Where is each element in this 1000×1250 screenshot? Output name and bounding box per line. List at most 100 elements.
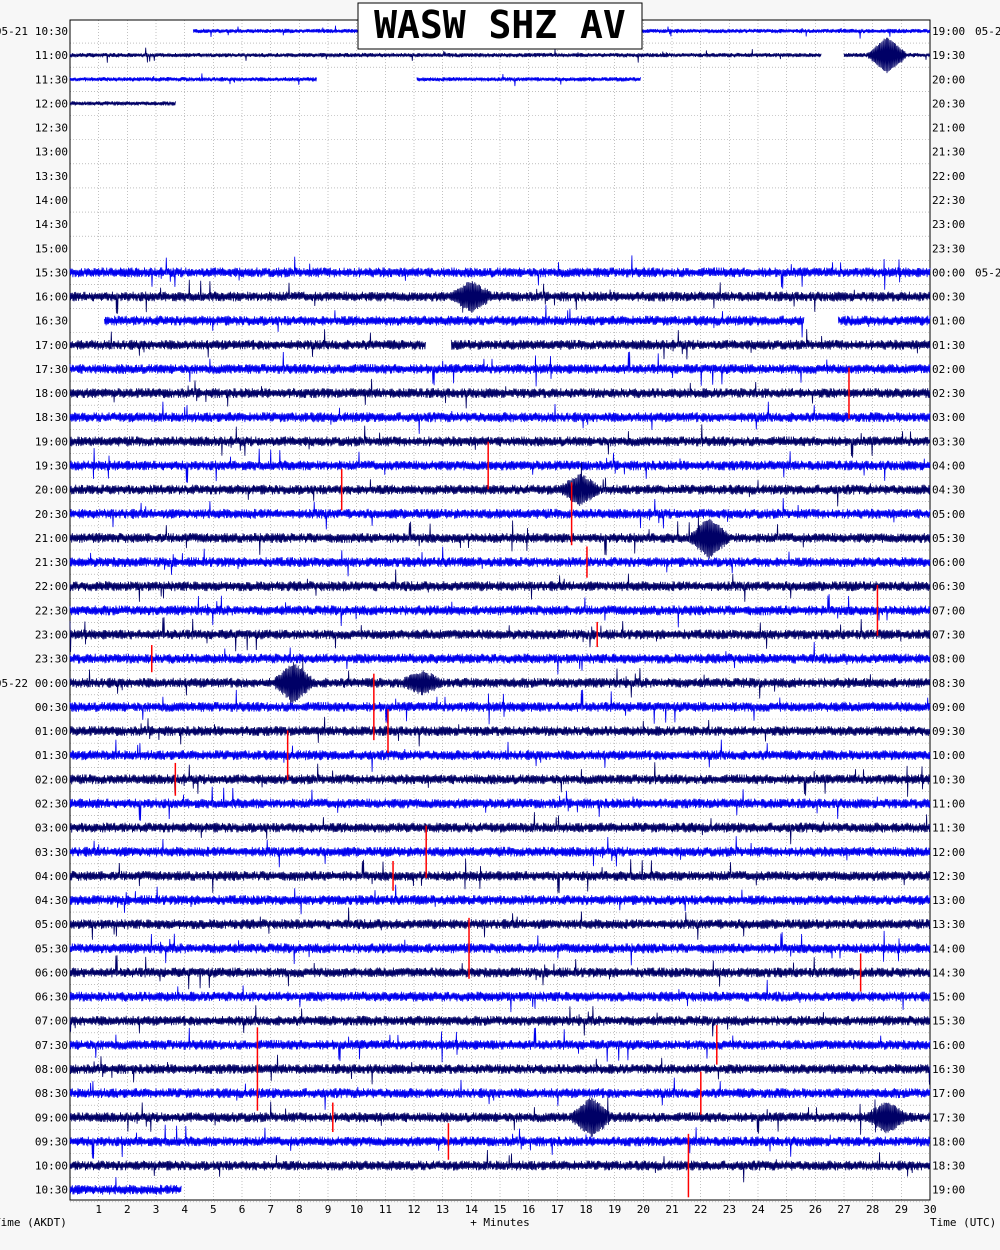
right-time-label: 04:30 — [932, 484, 965, 497]
left-time-label: 19:00 — [35, 435, 68, 448]
trace-row — [69, 739, 931, 772]
left-time-label: 16:00 — [35, 291, 68, 304]
trace-row — [69, 351, 931, 387]
x-tick-label: 5 — [210, 1203, 217, 1216]
right-time-label: 10:30 — [932, 773, 965, 786]
right-time-label: 18:00 — [932, 1135, 965, 1148]
right-time-label: 12:00 — [932, 846, 965, 859]
right-time-label: 16:00 — [932, 1039, 965, 1052]
right-time-label: 15:30 — [932, 1015, 965, 1028]
clipped-marks-layer — [150, 367, 879, 1198]
trace-row — [69, 329, 426, 358]
trace-row — [69, 1077, 931, 1110]
x-tick-label: 24 — [751, 1203, 765, 1216]
right-time-label: 04:00 — [932, 460, 965, 473]
x-tick-label: 12 — [407, 1203, 420, 1216]
x-tick-label: 4 — [181, 1203, 188, 1216]
left-time-label: 02:00 — [35, 773, 68, 786]
x-axis-label: + Minutes — [470, 1216, 530, 1229]
right-time-label: 20:30 — [932, 97, 965, 110]
left-time-label: 05:00 — [35, 918, 68, 931]
right-time-label: 03:30 — [932, 435, 965, 448]
right-time-label: 17:30 — [932, 1111, 965, 1124]
left-time-label: 15:30 — [35, 266, 68, 279]
trace-row — [69, 617, 931, 652]
right-time-label: 11:00 — [932, 797, 965, 810]
trace-row — [69, 424, 931, 458]
left-time-label: 11:00 — [35, 49, 68, 62]
trace-row — [69, 955, 931, 990]
trace-row — [69, 378, 931, 409]
left-time-label: 10:30 — [35, 25, 68, 38]
x-tick-label: 21 — [665, 1203, 678, 1216]
left-time-label: 20:30 — [35, 508, 68, 521]
right-time-label: 02:30 — [932, 387, 965, 400]
trace-row — [69, 762, 931, 797]
left-time-label: 14:30 — [35, 218, 68, 231]
trace-row — [69, 930, 931, 966]
x-tick-label: 18 — [579, 1203, 592, 1216]
left-time-label: 10:30 — [35, 1184, 68, 1197]
right-time-label: 19:30 — [932, 49, 965, 62]
left-time-label: 10:00 — [35, 1160, 68, 1173]
left-time-label: 15:00 — [35, 242, 68, 255]
x-tick-label: 3 — [153, 1203, 160, 1216]
x-tick-label: 1 — [95, 1203, 102, 1216]
trace-row — [69, 255, 931, 290]
x-tick-labels: 1 2 3 4 5 6 7 8 9 10 11 12 13 14 15 16 17 18 19 20 21 22 23 24 2… — [95, 1203, 936, 1216]
trace-row — [69, 1097, 931, 1138]
trace-row — [69, 1124, 931, 1159]
right-time-label: 16:30 — [932, 1063, 965, 1076]
trace-row — [416, 73, 641, 87]
x-tick-label: 26 — [809, 1203, 822, 1216]
left-time-label: 02:30 — [35, 797, 68, 810]
chart-title: WASW SHZ AV — [374, 3, 626, 47]
left-time-label: 18:30 — [35, 411, 68, 424]
left-time-label: 13:30 — [35, 170, 68, 183]
right-time-label: 19:00 — [932, 1184, 965, 1197]
left-time-label: 20:00 — [35, 484, 68, 497]
right-time-label: 21:00 — [932, 122, 965, 135]
right-time-label: 17:00 — [932, 1087, 965, 1100]
right-time-label: 10:00 — [932, 749, 965, 762]
trace-row — [69, 1149, 931, 1183]
right-time-label: 20:00 — [932, 73, 965, 86]
trace-row — [69, 689, 931, 725]
x-tick-label: 17 — [551, 1203, 564, 1216]
trace-row — [69, 1177, 182, 1195]
left-time-label: 23:30 — [35, 653, 68, 666]
trace-row — [69, 498, 931, 530]
trace-row — [69, 812, 931, 845]
title-box — [357, 2, 643, 50]
left-time-label: 08:30 — [35, 1087, 68, 1100]
left-date-label: 05-22 — [0, 677, 28, 690]
trace-row — [69, 462, 931, 507]
trace-row — [69, 884, 931, 915]
x-tick-label: 9 — [325, 1203, 332, 1216]
left-time-label: 11:30 — [35, 73, 68, 86]
x-tick-label: 27 — [837, 1203, 850, 1216]
left-time-label: 00:30 — [35, 701, 68, 714]
left-time-label: 00:00 — [35, 677, 68, 690]
left-time-label: 03:30 — [35, 846, 68, 859]
x-tick-label: 28 — [866, 1203, 879, 1216]
left-date-label: 05-21 — [0, 25, 28, 38]
x-tick-label: 11 — [379, 1203, 392, 1216]
left-time-labels: 10:30 11:00 11:30 12:00 12:30 13:00 13:30 14:00… — [0, 25, 68, 1197]
right-time-label: 13:30 — [932, 918, 965, 931]
left-time-label: 04:30 — [35, 894, 68, 907]
trace-row — [69, 1054, 931, 1085]
right-time-label: 22:00 — [932, 170, 965, 183]
x-tick-label: 7 — [267, 1203, 274, 1216]
right-time-label: 07:00 — [932, 604, 965, 617]
trace-row — [69, 47, 822, 63]
left-time-label: 22:30 — [35, 604, 68, 617]
right-time-label: 02:00 — [932, 363, 965, 376]
left-time-label: 07:00 — [35, 1015, 68, 1028]
x-tick-label: 8 — [296, 1203, 303, 1216]
right-time-label: 01:30 — [932, 339, 965, 352]
trace-row — [69, 786, 931, 821]
trace-row — [837, 315, 931, 327]
left-axis-label: Time (AKDT) — [0, 1216, 67, 1229]
